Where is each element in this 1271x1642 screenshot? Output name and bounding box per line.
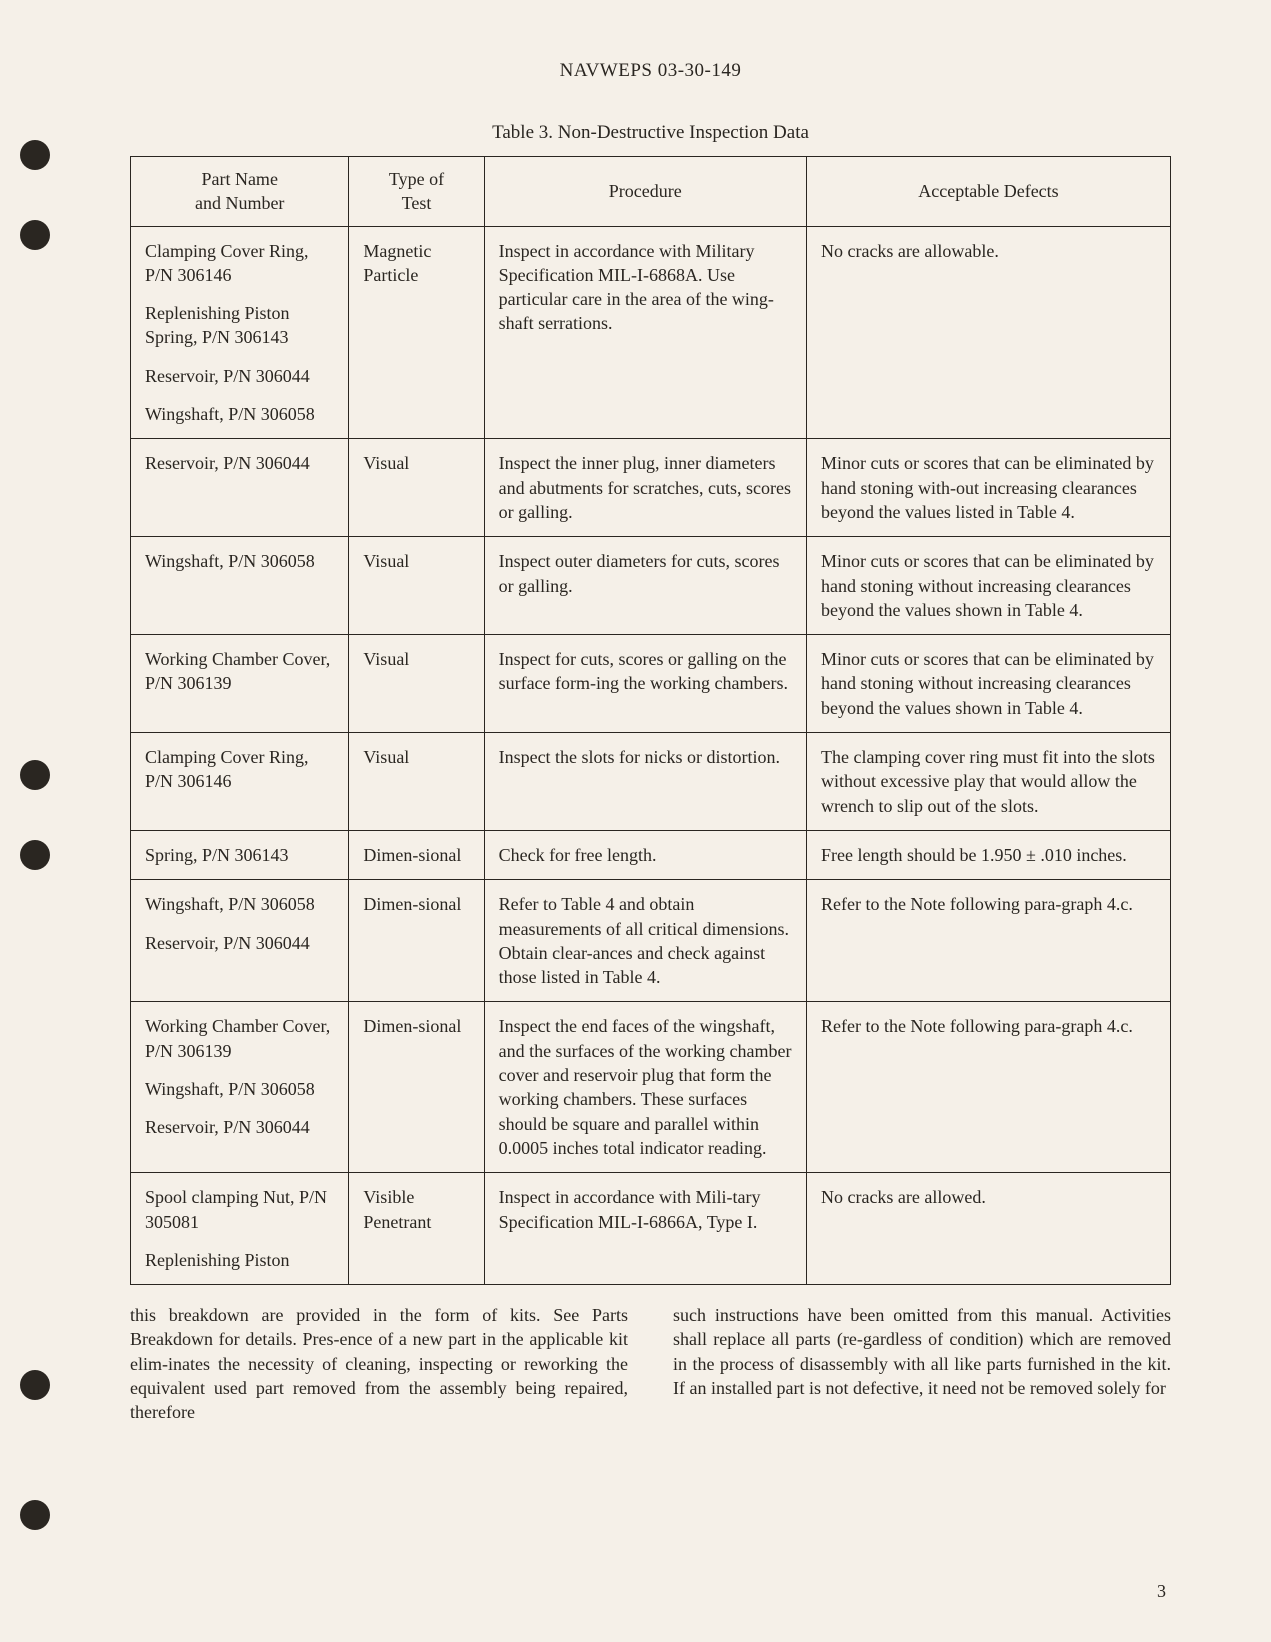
cell-acceptable-defects: Free length should be 1.950 ± .010 inche… <box>806 830 1170 879</box>
cell-test-type: Visual <box>349 733 484 831</box>
inspection-data-table: Part Nameand Number Type ofTest Procedur… <box>130 156 1171 1285</box>
cell-test-type: Dimen-sional <box>349 880 484 1002</box>
punch-hole <box>20 1500 50 1530</box>
cell-procedure: Refer to Table 4 and obtain measurements… <box>484 880 806 1002</box>
cell-part-name: Wingshaft, P/N 306058 <box>131 537 349 635</box>
body-text-columns: this breakdown are provided in the form … <box>130 1303 1171 1424</box>
page-number: 3 <box>1157 1581 1166 1602</box>
document-header-id: NAVWEPS 03-30-149 <box>130 60 1171 82</box>
cell-acceptable-defects: Minor cuts or scores that can be elimina… <box>806 439 1170 537</box>
cell-test-type: Visual <box>349 537 484 635</box>
cell-procedure: Inspect the end faces of the wingshaft, … <box>484 1002 806 1173</box>
cell-part-name: Spring, P/N 306143 <box>131 830 349 879</box>
part-entry: Working Chamber Cover, P/N 306139 <box>145 647 334 696</box>
cell-procedure: Inspect for cuts, scores or galling on t… <box>484 635 806 733</box>
part-entry: Wingshaft, P/N 306058 <box>145 892 334 916</box>
cell-test-type: Magnetic Particle <box>349 226 484 439</box>
table-row: Reservoir, P/N 306044 VisualInspect the i… <box>131 439 1171 537</box>
body-text-left-column: this breakdown are provided in the form … <box>130 1303 628 1424</box>
part-entry: Reservoir, P/N 306044 <box>145 1115 334 1139</box>
cell-acceptable-defects: The clamping cover ring must fit into th… <box>806 733 1170 831</box>
cell-acceptable-defects: Minor cuts or scores that can be elimina… <box>806 635 1170 733</box>
cell-procedure: Inspect in accordance with Military Spec… <box>484 226 806 439</box>
cell-procedure: Inspect outer diameters for cuts, scores… <box>484 537 806 635</box>
cell-part-name: Reservoir, P/N 306044 <box>131 439 349 537</box>
part-entry: Spool clamping Nut, P/N 305081 <box>145 1185 334 1234</box>
table-caption: Table 3. Non-Destructive Inspection Data <box>130 122 1171 144</box>
part-entry: Working Chamber Cover, P/N 306139 <box>145 1014 334 1063</box>
part-entry: Clamping Cover Ring, P/N 306146 <box>145 239 334 288</box>
table-row: Wingshaft, P/N 306058 VisualInspect outer… <box>131 537 1171 635</box>
cell-test-type: Dimen-sional <box>349 1002 484 1173</box>
part-entry: Replenishing Piston Spring, P/N 306143 <box>145 301 334 350</box>
header-test-type: Type ofTest <box>349 157 484 227</box>
cell-part-name: Working Chamber Cover, P/N 306139 <box>131 635 349 733</box>
cell-test-type: Visible Penetrant <box>349 1173 484 1285</box>
cell-part-name: Spool clamping Nut, P/N 305081 Replenishi… <box>131 1173 349 1285</box>
table-row: Wingshaft, P/N 306058 Reservoir, P/N 3060… <box>131 880 1171 1002</box>
part-entry: Reservoir, P/N 306044 <box>145 931 334 955</box>
table-row: Clamping Cover Ring, P/N 306146 VisualIns… <box>131 733 1171 831</box>
cell-part-name: Working Chamber Cover, P/N 306139 Wingsha… <box>131 1002 349 1173</box>
cell-procedure: Inspect the slots for nicks or distortio… <box>484 733 806 831</box>
part-entry: Reservoir, P/N 306044 <box>145 364 334 388</box>
cell-acceptable-defects: Minor cuts or scores that can be elimina… <box>806 537 1170 635</box>
part-entry: Replenishing Piston <box>145 1248 334 1272</box>
part-entry: Wingshaft, P/N 306058 <box>145 549 334 573</box>
header-procedure: Procedure <box>484 157 806 227</box>
part-entry: Wingshaft, P/N 306058 <box>145 1077 334 1101</box>
part-entry: Clamping Cover Ring, P/N 306146 <box>145 745 334 794</box>
table-row: Clamping Cover Ring, P/N 306146 Replenish… <box>131 226 1171 439</box>
cell-procedure: Inspect the inner plug, inner diameters … <box>484 439 806 537</box>
table-row: Working Chamber Cover, P/N 306139 VisualI… <box>131 635 1171 733</box>
cell-procedure: Inspect in accordance with Mili-tary Spe… <box>484 1173 806 1285</box>
cell-part-name: Wingshaft, P/N 306058 Reservoir, P/N 3060… <box>131 880 349 1002</box>
header-part-name: Part Nameand Number <box>131 157 349 227</box>
cell-test-type: Visual <box>349 439 484 537</box>
cell-test-type: Dimen-sional <box>349 830 484 879</box>
part-entry: Wingshaft, P/N 306058 <box>145 402 334 426</box>
table-row: Working Chamber Cover, P/N 306139 Wingsha… <box>131 1002 1171 1173</box>
cell-acceptable-defects: No cracks are allowable. <box>806 226 1170 439</box>
cell-acceptable-defects: Refer to the Note following para-graph 4… <box>806 880 1170 1002</box>
cell-acceptable-defects: Refer to the Note following para-graph 4… <box>806 1002 1170 1173</box>
table-row: Spring, P/N 306143 Dimen-sionalCheck for … <box>131 830 1171 879</box>
part-entry: Reservoir, P/N 306044 <box>145 451 334 475</box>
header-defects: Acceptable Defects <box>806 157 1170 227</box>
cell-part-name: Clamping Cover Ring, P/N 306146 <box>131 733 349 831</box>
body-text-right-column: such instructions have been omitted from… <box>673 1303 1171 1424</box>
part-entry: Spring, P/N 306143 <box>145 843 334 867</box>
table-row: Spool clamping Nut, P/N 305081 Replenishi… <box>131 1173 1171 1285</box>
cell-test-type: Visual <box>349 635 484 733</box>
cell-procedure: Check for free length. <box>484 830 806 879</box>
table-header-row: Part Nameand Number Type ofTest Procedur… <box>131 157 1171 227</box>
cell-acceptable-defects: No cracks are allowed. <box>806 1173 1170 1285</box>
document-page: NAVWEPS 03-30-149 Table 3. Non-Destructi… <box>0 0 1271 1465</box>
cell-part-name: Clamping Cover Ring, P/N 306146 Replenish… <box>131 226 349 439</box>
